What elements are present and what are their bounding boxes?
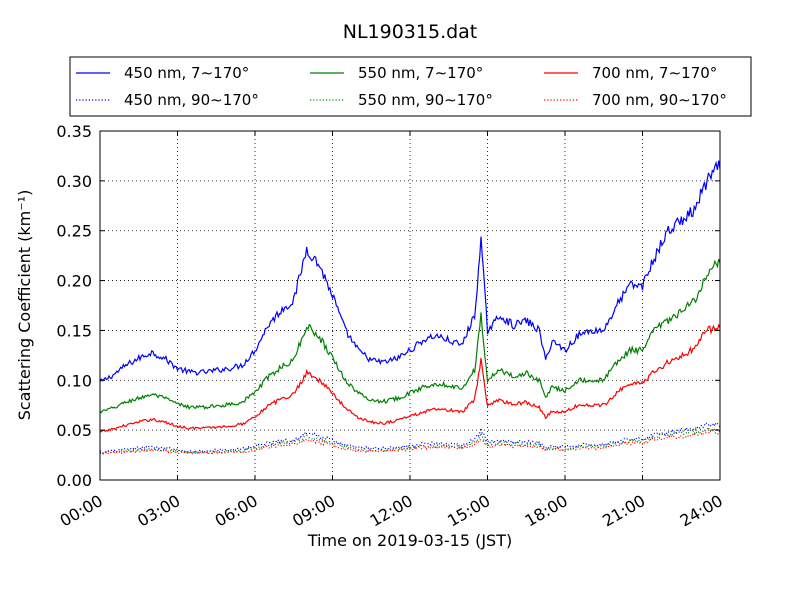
series-line	[100, 323, 720, 433]
chart-title: NL190315.dat	[343, 21, 478, 43]
y-axis-tick-labels: 0.00 0.05 0.10 0.15 0.20 0.25 0.30 0.35	[56, 122, 92, 490]
legend-label: 450 nm, 90∼170°	[124, 91, 259, 109]
y-tick-label: 0.10	[56, 371, 92, 390]
y-tick-label: 0.20	[56, 272, 92, 291]
legend-label: 550 nm, 7∼170°	[358, 64, 483, 82]
series-line	[100, 259, 720, 414]
y-tick-label: 0.15	[56, 321, 92, 340]
series-line	[100, 160, 720, 382]
y-tick-label: 0.00	[56, 471, 92, 490]
legend-label: 700 nm, 7∼170°	[592, 64, 717, 82]
x-axis-label: Time on 2019-03-15 (JST)	[307, 531, 512, 550]
series-line	[100, 429, 720, 455]
legend-label: 550 nm, 90∼170°	[358, 91, 493, 109]
series-lines	[100, 160, 720, 455]
y-tick-label: 0.30	[56, 172, 92, 191]
axis-ticks	[99, 130, 721, 481]
legend-label: 700 nm, 90∼170°	[592, 91, 727, 109]
plot-area	[99, 130, 721, 481]
grid	[100, 131, 720, 480]
legend: 450 nm, 7∼170° 550 nm, 7∼170° 700 nm, 7∼17…	[69, 56, 752, 117]
y-tick-label: 0.05	[56, 421, 92, 440]
legend-label: 450 nm, 7∼170°	[124, 64, 249, 82]
y-tick-label: 0.25	[56, 222, 92, 241]
legend-frame	[69, 56, 752, 117]
y-axis-label: Scattering Coefficient (km⁻¹)	[15, 190, 34, 421]
y-tick-label: 0.35	[56, 122, 92, 141]
